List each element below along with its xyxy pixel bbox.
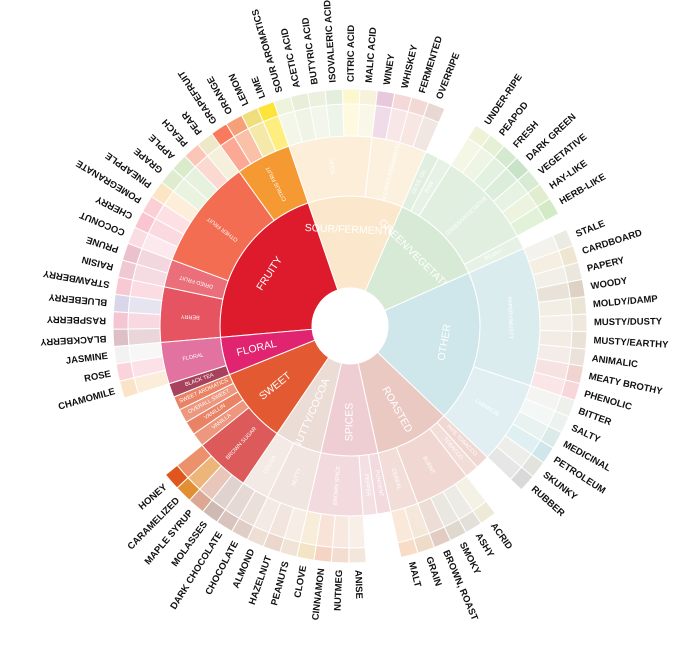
flavor-musty-dusty-ring-arc[interactable] [539, 314, 573, 332]
flavor-pomegranate-label: POMEGRANATE [74, 157, 143, 205]
flavor-herb-like-swatch[interactable] [536, 197, 560, 222]
flavor-ashy-label: ASHY [473, 531, 497, 560]
flavor-isovaleric-acid-label: ISOVALERIC ACID [322, 0, 339, 83]
flavor-animalic-label: ANIMALIC [591, 353, 639, 370]
flavor-musty-dusty-swatch[interactable] [571, 313, 588, 333]
flavor-clove-label: CLOVE [292, 565, 309, 599]
flavor-acetic-acid-swatch[interactable] [289, 92, 311, 112]
flavor-grain-label: GRAIN [423, 555, 443, 588]
wheel-center [313, 289, 387, 363]
flavor-citric-acid-ring-arc[interactable] [342, 103, 360, 137]
flavor-honey-swatch[interactable] [164, 464, 189, 489]
category-spices-label: SPICES [343, 403, 355, 442]
flavor-animalic-swatch[interactable] [568, 347, 587, 368]
flavor-stale-label: STALE [574, 218, 606, 240]
flavor-malic-acid-swatch[interactable] [358, 88, 378, 107]
flavor-cinnamon-label: CINNAMON [310, 568, 327, 621]
flavor-nutmeg-swatch[interactable] [330, 546, 350, 564]
flavor-butyric-acid-label: BUTYRIC ACID [300, 17, 321, 86]
flavor-malic-acid-label: MALIC ACID [364, 27, 379, 83]
subcategory-brown-spice-label: BROWN SPICE [333, 465, 342, 505]
flavor-winey-label: WINEY [382, 53, 398, 86]
flavor-blackberry-swatch[interactable] [112, 328, 130, 348]
flavor-isovaleric-acid-swatch[interactable] [324, 88, 344, 106]
subcategory-pepper-label: PEPPER [363, 474, 371, 497]
flavor-bitter-label: BITTER [577, 406, 613, 428]
subcategory-raw-label: RAW [424, 180, 436, 195]
flavor-peanuts-label: PEANUTS [269, 560, 291, 607]
flavor-citric-acid-label: CITRIC ACID [346, 25, 357, 82]
subcategory-floral-label: FLORAL [182, 352, 204, 362]
flavor-malt-swatch[interactable] [397, 538, 419, 559]
flavor-winey-swatch[interactable] [375, 90, 396, 109]
flavor-cinnamon-swatch[interactable] [313, 544, 334, 563]
flavor-rubber-swatch[interactable] [509, 466, 534, 491]
flavor-raspberry-label: RASPBERRY [46, 313, 106, 325]
flavor-anise-swatch[interactable] [348, 546, 367, 564]
flavor-prune-label: PRUNE [85, 234, 120, 255]
flavor-acetic-acid-label: ACETIC ACID [279, 27, 303, 89]
flavor-lemon-label: LEMON [227, 72, 252, 108]
flavor-musty-earthy-label: MUSTY/EARTHY [593, 335, 669, 351]
flavor-moldy-damp-swatch[interactable] [569, 296, 588, 316]
flavor-whiskey-label: WHISKEY [400, 43, 421, 89]
subcategory-nutty-label: NUTTY [291, 467, 303, 487]
flavor-anise-label: ANISE [352, 570, 364, 599]
flavor-blueberry-swatch[interactable] [112, 293, 131, 314]
flavor-blueberry-label: BLUEBERRY [47, 291, 107, 308]
flavor-overripe-swatch[interactable] [422, 101, 446, 124]
subcategory-pungent-label: PUNGENT [373, 470, 384, 498]
flavor-musty-dusty-label: MUSTY/DUSTY [594, 316, 663, 328]
subcategory-berry-label: BERRY [180, 313, 200, 320]
flavor-malt-label: MALT [406, 561, 423, 589]
subcategory-papery-musty-arc[interactable] [468, 247, 541, 387]
subcategory-sour-label: SOUR [329, 159, 337, 175]
flavor-blackberry-label: BLACKBERRY [39, 333, 106, 347]
flavor-woody-swatch[interactable] [567, 278, 586, 300]
flavor-chamomile-label: CHAMOMILE [57, 386, 116, 412]
flavor-rose-label: ROSE [83, 369, 112, 385]
flavor-raspberry-ring-arc[interactable] [127, 312, 161, 330]
flavor-jasmine-label: JASMINE [65, 351, 108, 367]
flavor-papery-swatch[interactable] [563, 261, 583, 283]
flavor-rose-swatch[interactable] [115, 361, 135, 382]
flavor-musty-earthy-swatch[interactable] [570, 330, 588, 350]
flavor-jasmine-swatch[interactable] [113, 344, 132, 365]
flavor-woody-label: WOODY [590, 275, 629, 292]
flavor-moldy-damp-label: MOLDY/DAMP [593, 294, 659, 311]
flavor-strawberry-label: STRAWBERRY [42, 267, 111, 289]
flavor-anise-ring-arc[interactable] [348, 515, 366, 549]
flavor-salty-label: SALTY [569, 423, 602, 446]
flavor-nutmeg-label: NUTMEG [333, 570, 346, 612]
flavor-isovaleric-acid-ring-arc[interactable] [326, 103, 345, 138]
flavor-papery-label: PAPERY [586, 255, 626, 275]
flavor-butyric-acid-swatch[interactable] [307, 89, 328, 109]
flavor-citric-acid-swatch[interactable] [341, 88, 361, 105]
flavor-raisin-label: RAISIN [81, 254, 115, 273]
subcategory-papery-musty-label: PAPERY/MUSTY [506, 297, 514, 340]
category-sour-fermented-label: SOUR/FERMENTED [305, 222, 404, 238]
flavor-raspberry-swatch[interactable] [112, 311, 129, 330]
flavor-lime-label: LIME [250, 75, 268, 100]
